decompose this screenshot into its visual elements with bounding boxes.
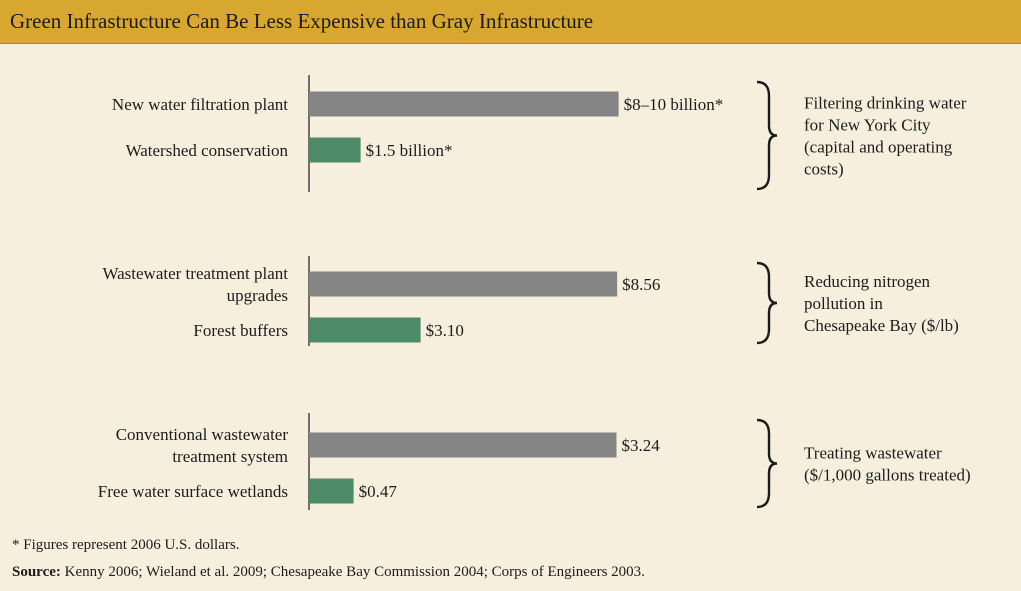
source-text: Kenny 2006; Wieland et al. 2009; Chesape…	[60, 564, 645, 580]
value-label: $8–10 billion*	[624, 95, 724, 114]
category-label: upgrades	[227, 286, 288, 305]
group-label: ($/1,000 gallons treated)	[804, 466, 971, 485]
group-label: Reducing nitrogen	[804, 272, 931, 291]
category-label: Watershed conservation	[126, 141, 289, 160]
group-label: Treating wastewater	[804, 444, 942, 463]
group-label: for New York City	[804, 116, 931, 135]
group-label: Filtering drinking water	[804, 94, 967, 113]
bar-gray	[309, 432, 617, 458]
source-label: Source:	[12, 564, 61, 580]
category-label: Free water surface wetlands	[98, 482, 288, 501]
value-label: $0.47	[359, 482, 398, 501]
source-note: Source: Kenny 2006; Wieland et al. 2009;…	[12, 564, 645, 581]
group-brace	[756, 418, 778, 509]
category-label: treatment system	[172, 447, 288, 466]
page-title: Green Infrastructure Can Be Less Expensi…	[10, 9, 594, 33]
bar-green	[309, 137, 361, 163]
bar-gray	[309, 271, 618, 297]
value-label: $3.24	[621, 436, 660, 455]
value-label: $1.5 billion*	[366, 141, 453, 160]
group-label: costs)	[804, 160, 844, 179]
bar-gray	[309, 91, 619, 117]
group-label: pollution in	[804, 294, 883, 313]
group-label: (capital and operating	[804, 138, 953, 157]
title-bar: Green Infrastructure Can Be Less Expensi…	[0, 0, 1021, 44]
group-brace	[756, 80, 778, 191]
bar-green	[309, 478, 354, 504]
bar-green	[309, 317, 421, 343]
category-label: Conventional wastewater	[116, 425, 289, 444]
value-label: $3.10	[426, 321, 464, 340]
category-label: Forest buffers	[193, 321, 288, 340]
group-label: Chesapeake Bay ($/lb)	[804, 316, 959, 335]
category-label: New water filtration plant	[112, 95, 288, 114]
group-brace	[756, 261, 778, 345]
category-label: Wastewater treatment plant	[102, 264, 288, 283]
value-label: $8.56	[622, 275, 660, 294]
footnote: * Figures represent 2006 U.S. dollars.	[12, 537, 240, 553]
